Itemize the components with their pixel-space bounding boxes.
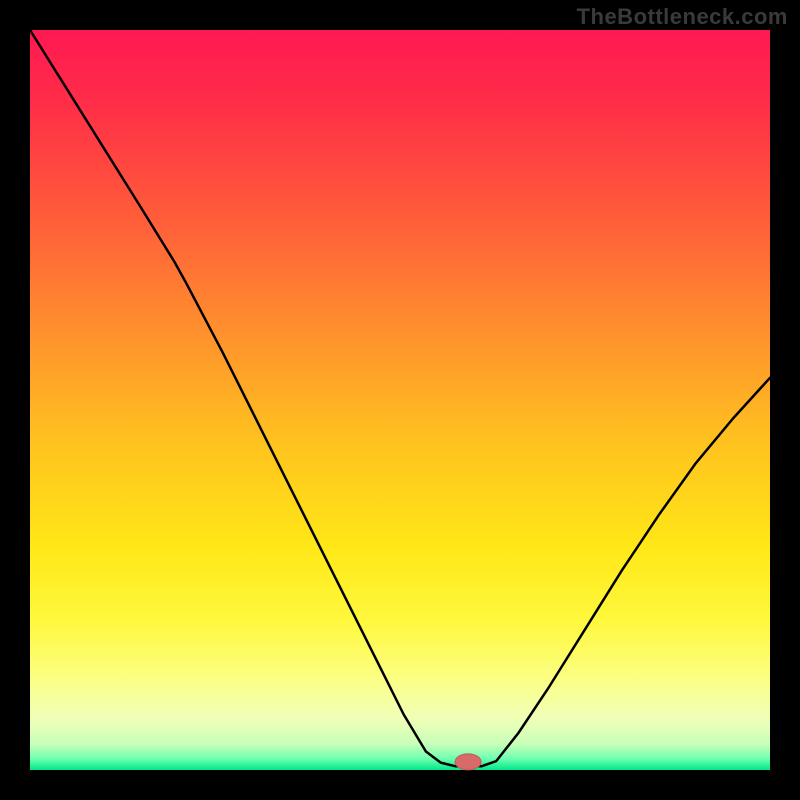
optimal-point-marker bbox=[455, 754, 481, 770]
bottleneck-chart bbox=[0, 0, 800, 800]
chart-frame: TheBottleneck.com bbox=[0, 0, 800, 800]
watermark-text: TheBottleneck.com bbox=[577, 4, 788, 30]
plot-background bbox=[30, 30, 770, 770]
